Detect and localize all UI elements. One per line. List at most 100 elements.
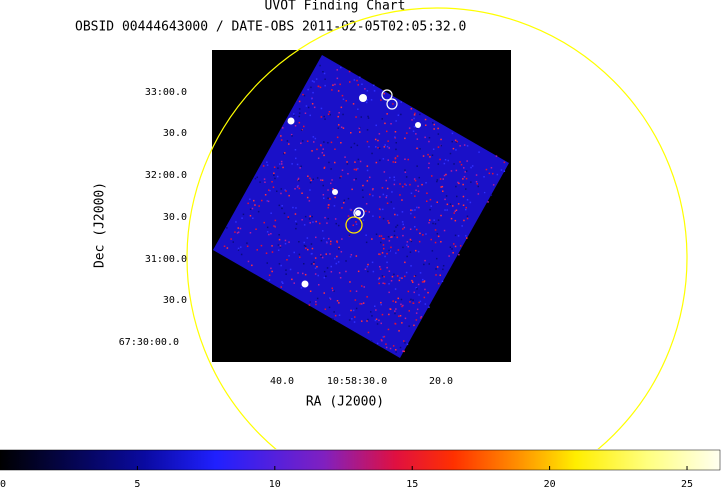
noise-pixel	[466, 145, 469, 147]
noise-pixel	[394, 213, 396, 216]
noise-pixel	[390, 236, 392, 238]
noise-pixel	[272, 186, 275, 188]
noise-pixel	[428, 162, 430, 165]
noise-pixel	[280, 160, 283, 163]
noise-pixel	[322, 148, 324, 150]
noise-pixel	[348, 234, 351, 237]
noise-pixel	[441, 280, 444, 283]
noise-pixel	[338, 224, 340, 227]
noise-pixel	[381, 275, 384, 277]
colorbar-tick-label: 10	[269, 479, 281, 489]
noise-pixel	[312, 221, 314, 223]
noise-pixel	[407, 158, 409, 161]
noise-pixel	[393, 207, 395, 210]
noise-pixel	[387, 140, 389, 142]
noise-pixel	[252, 217, 254, 219]
noise-pixel	[483, 176, 485, 178]
noise-pixel	[284, 239, 287, 242]
colorbar-tick-label: 20	[544, 479, 556, 489]
noise-pixel	[382, 282, 384, 284]
noise-pixel	[360, 219, 363, 221]
noise-pixel	[268, 189, 270, 191]
colorbar	[0, 449, 721, 471]
noise-pixel	[417, 185, 419, 187]
noise-pixel	[393, 179, 396, 181]
noise-pixel	[261, 199, 263, 202]
noise-pixel	[346, 163, 349, 165]
noise-pixel	[329, 298, 332, 300]
noise-pixel	[327, 217, 329, 220]
noise-pixel	[339, 277, 342, 279]
noise-pixel	[308, 304, 311, 306]
noise-pixel	[282, 166, 284, 169]
y-tick-label: 32:00.0	[145, 170, 187, 181]
noise-pixel	[388, 291, 390, 294]
noise-pixel	[312, 136, 315, 138]
noise-pixel	[453, 243, 455, 245]
noise-pixel	[437, 163, 439, 165]
noise-pixel	[354, 299, 357, 301]
noise-pixel	[235, 221, 237, 223]
noise-pixel	[379, 253, 381, 256]
noise-pixel	[330, 240, 332, 243]
noise-pixel	[310, 97, 313, 100]
noise-pixel	[409, 301, 411, 303]
noise-pixel	[488, 172, 491, 175]
noise-pixel	[378, 133, 381, 135]
noise-pixel	[321, 179, 324, 181]
noise-pixel	[382, 158, 385, 160]
noise-pixel	[410, 192, 413, 194]
noise-pixel	[306, 140, 309, 142]
noise-pixel	[236, 232, 239, 234]
noise-pixel	[375, 146, 377, 148]
noise-pixel	[364, 268, 367, 270]
noise-pixel	[425, 233, 427, 235]
noise-pixel	[296, 163, 299, 166]
noise-pixel	[478, 151, 480, 153]
noise-pixel	[414, 179, 417, 182]
noise-pixel	[357, 167, 359, 170]
noise-pixel	[319, 222, 321, 225]
noise-pixel	[293, 251, 295, 254]
noise-pixel	[332, 188, 334, 190]
noise-pixel	[319, 64, 321, 67]
noise-pixel	[313, 261, 315, 264]
noise-pixel	[251, 207, 254, 210]
noise-pixel	[399, 277, 401, 279]
noise-pixel	[394, 312, 396, 315]
noise-pixel	[281, 205, 283, 207]
noise-pixel	[439, 274, 441, 276]
noise-pixel	[411, 119, 413, 121]
noise-pixel	[454, 234, 457, 237]
noise-pixel	[239, 227, 242, 230]
x-tick-label: 20.0	[429, 376, 453, 387]
noise-pixel	[404, 169, 406, 171]
noise-pixel	[418, 294, 420, 296]
noise-pixel	[374, 305, 376, 307]
y-tick-label: 67:30:00.0	[119, 337, 179, 348]
noise-pixel	[276, 175, 279, 178]
noise-pixel	[341, 169, 344, 171]
noise-pixel	[258, 205, 260, 207]
noise-pixel	[359, 303, 361, 305]
noise-pixel	[237, 231, 240, 233]
noise-pixel	[307, 88, 309, 91]
noise-pixel	[273, 172, 275, 174]
noise-pixel	[394, 157, 397, 160]
noise-pixel	[424, 288, 426, 291]
noise-pixel	[378, 277, 381, 279]
noise-pixel	[455, 169, 458, 172]
noise-pixel	[442, 190, 444, 192]
noise-pixel	[269, 189, 271, 192]
noise-pixel	[280, 188, 282, 190]
noise-pixel	[415, 249, 417, 252]
noise-pixel	[323, 154, 325, 157]
noise-pixel	[320, 239, 323, 242]
noise-pixel	[444, 198, 446, 201]
noise-pixel	[452, 205, 454, 207]
noise-pixel	[380, 241, 382, 244]
noise-pixel	[377, 139, 379, 142]
noise-pixel	[422, 278, 424, 281]
noise-pixel	[290, 133, 293, 136]
noise-pixel	[466, 199, 469, 201]
